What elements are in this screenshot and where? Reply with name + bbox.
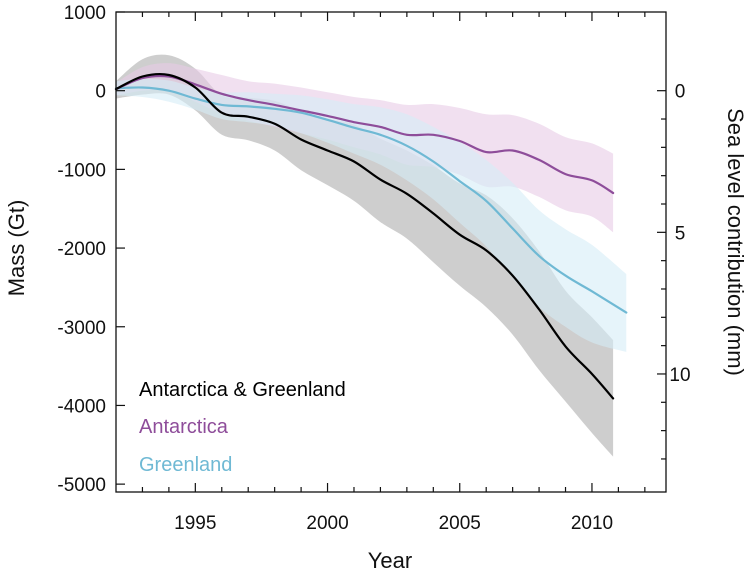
- line-antarctica: [114, 74, 615, 195]
- y-axis-right: 0 5 10: [657, 82, 691, 460]
- series-lines: [114, 72, 628, 400]
- x-axis: 1995 2000 2005 2010: [141, 12, 646, 534]
- y-axis-left: 1000 0 -1000 -2000 -3000 -4000 -5000: [57, 3, 125, 496]
- x-axis-label: Year: [368, 548, 412, 573]
- legend-entry-antarctica: Antarctica: [139, 416, 229, 438]
- y-tick-label: -1000: [57, 160, 106, 181]
- y-tick-label: -4000: [57, 396, 106, 417]
- legend: Antarctica & Greenland Antarctica Greenl…: [139, 379, 346, 476]
- y2-tick-label: 5: [675, 223, 686, 244]
- y-tick-label: -5000: [57, 475, 106, 496]
- y2-tick-label: 10: [669, 365, 690, 386]
- y-axis-label: Mass (Gt): [4, 200, 29, 297]
- x-tick-label: 2005: [439, 513, 481, 534]
- y2-axis-label: Sea level contribution (mm): [723, 108, 748, 376]
- line-antarctica-greenland: [114, 72, 615, 400]
- y-tick-label: 1000: [64, 3, 106, 24]
- y2-tick-label: 0: [675, 82, 686, 103]
- x-tick-label: 2010: [571, 513, 613, 534]
- legend-entry-antarctica-greenland: Antarctica & Greenland: [139, 379, 346, 401]
- band-greenland: [116, 78, 627, 352]
- legend-entry-greenland: Greenland: [139, 454, 232, 476]
- x-tick-label: 2000: [306, 513, 348, 534]
- y-tick-label: -2000: [57, 239, 106, 260]
- plot-frame: [115, 11, 667, 493]
- y-tick-label: 0: [95, 82, 106, 103]
- line-greenland: [114, 86, 628, 314]
- x-tick-label: 1995: [174, 513, 216, 534]
- y-tick-label: -3000: [57, 318, 106, 339]
